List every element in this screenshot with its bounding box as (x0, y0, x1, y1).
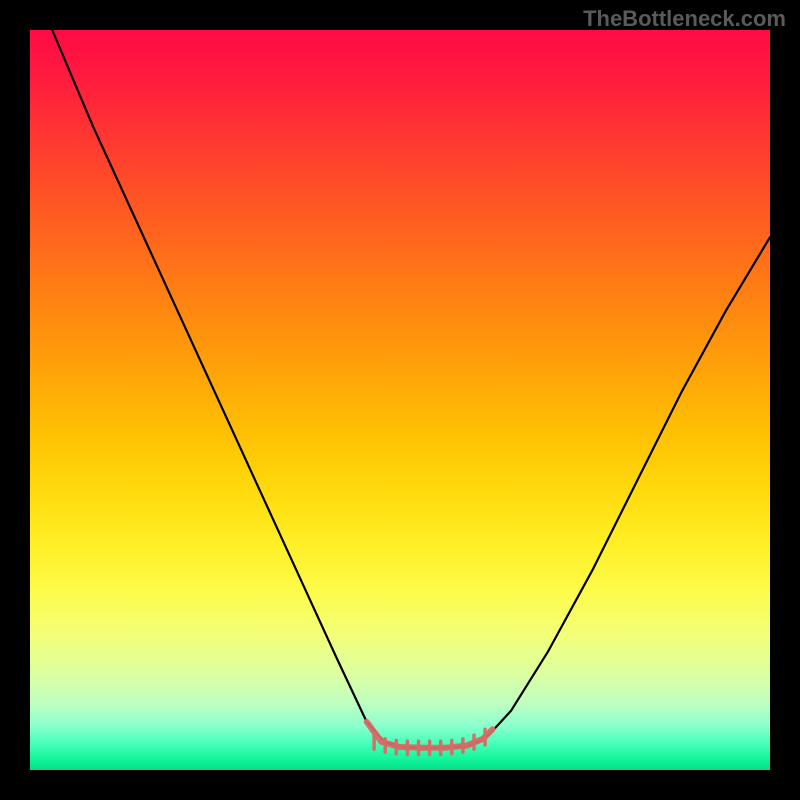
chart-svg (30, 30, 770, 770)
chart-area (30, 30, 770, 770)
chart-background (30, 30, 770, 770)
watermark-text: TheBottleneck.com (583, 6, 786, 32)
